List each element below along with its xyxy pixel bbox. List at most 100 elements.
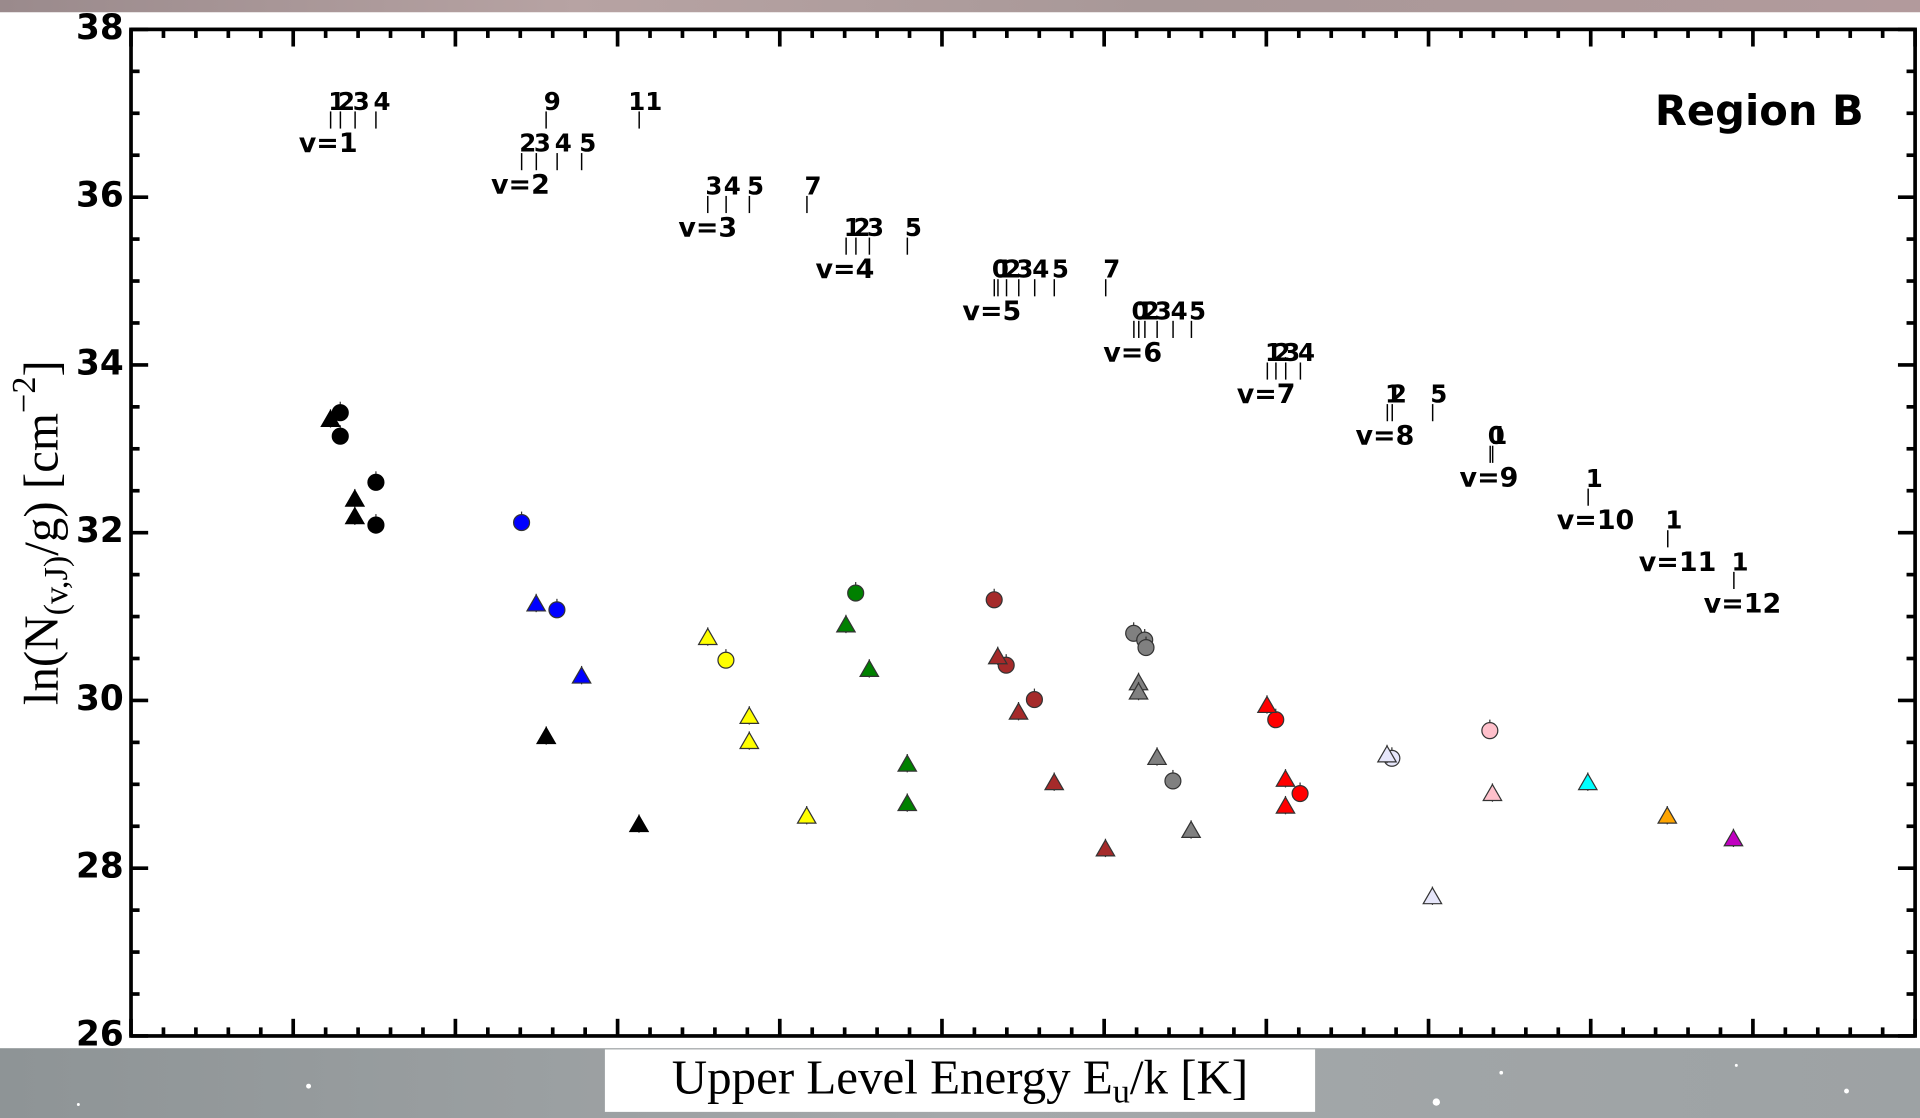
- level-j-label: 3: [1016, 255, 1033, 284]
- point-circle: [331, 427, 349, 445]
- point-triangle: [739, 706, 760, 724]
- point-triangle: [1256, 695, 1278, 714]
- level-label: v=12: [1704, 588, 1782, 619]
- level-label: v=1: [299, 128, 358, 159]
- point-triangle: [796, 806, 817, 824]
- point-triangle: [859, 659, 880, 677]
- level-j-label: 2: [519, 128, 536, 157]
- x-axis-label-rest: /k [K]: [1130, 1050, 1248, 1105]
- level-j-label: 4: [724, 171, 741, 200]
- level-j-label: 1: [1385, 380, 1402, 409]
- level-j-label: 5: [579, 128, 596, 157]
- y-tick-label: 36: [76, 176, 124, 216]
- point-triangle: [628, 814, 650, 833]
- level-j-label: 4: [1032, 255, 1049, 284]
- point-triangle: [1657, 806, 1678, 824]
- level-j-label: 2: [1390, 380, 1407, 409]
- y-tick-label: 34: [76, 343, 124, 383]
- point-triangle: [344, 506, 366, 525]
- point-triangle: [1275, 769, 1296, 787]
- level-j-label: 1: [1136, 296, 1153, 325]
- level-label: v=7: [1237, 379, 1296, 410]
- point-circle: [1025, 691, 1043, 709]
- level-j-label: 1: [1265, 338, 1282, 367]
- x-axis-label-sub: u: [1113, 1073, 1130, 1111]
- point-triangle: [535, 726, 557, 745]
- point-triangle: [987, 646, 1009, 665]
- y-axis-label-rest: /g) [cm: [14, 413, 69, 556]
- level-j-label: 3: [353, 87, 370, 116]
- x-axis-label: Upper Level Energy Eu/k [K]: [672, 1050, 1248, 1111]
- level-j-label: 2: [1274, 338, 1291, 367]
- point-triangle: [1146, 747, 1168, 766]
- level-j-label: 4: [555, 128, 572, 157]
- level-j-label: 1: [328, 87, 345, 116]
- level-j-label: 2: [338, 87, 355, 116]
- point-triangle: [1482, 783, 1503, 802]
- point-circle: [367, 473, 385, 491]
- level-j-label: 3: [705, 171, 722, 200]
- level-j-label: 1: [1586, 464, 1603, 493]
- level-j-label: 5: [1430, 380, 1447, 409]
- point-circle: [548, 601, 566, 619]
- point-circle: [847, 584, 865, 602]
- level-label: v=10: [1557, 505, 1635, 536]
- level-j-label: 1: [1665, 506, 1682, 535]
- level-j-label: 4: [1171, 296, 1188, 325]
- point-triangle: [344, 488, 366, 507]
- level-j-label: 9: [544, 87, 561, 116]
- level-j-label: 2: [1142, 296, 1159, 325]
- point-circle: [985, 591, 1003, 609]
- point-triangle: [739, 731, 760, 750]
- level-j-label: 11: [628, 87, 662, 116]
- level-j-label: 0: [1488, 421, 1505, 450]
- point-triangle: [1422, 886, 1443, 905]
- point-circle: [1137, 639, 1155, 657]
- point-triangle: [1008, 701, 1029, 720]
- point-triangle: [1095, 838, 1116, 857]
- point-triangle: [1043, 772, 1065, 791]
- level-j-label: 7: [805, 171, 822, 200]
- y-tick-label: 32: [76, 511, 124, 551]
- point-circle: [513, 514, 531, 532]
- y-tick-label: 28: [76, 847, 124, 887]
- point-circle: [1481, 722, 1499, 740]
- point-triangle: [1376, 744, 1398, 763]
- y-axis-label-main: ln(N: [14, 615, 69, 705]
- level-j-label: 0: [992, 255, 1009, 284]
- background-top: [0, 0, 1920, 13]
- level-label: v=8: [1355, 421, 1414, 452]
- level-j-label: 1: [1490, 421, 1507, 450]
- level-j-label: 2: [1004, 255, 1021, 284]
- level-label: v=5: [962, 296, 1021, 327]
- y-tick-label: 30: [76, 679, 124, 719]
- point-triangle: [1577, 772, 1599, 791]
- point-circle: [367, 516, 385, 534]
- point-triangle: [897, 754, 918, 772]
- level-j-label: 4: [374, 87, 391, 116]
- level-j-label: 3: [1283, 338, 1300, 367]
- level-j-label: 1: [1731, 547, 1748, 576]
- point-triangle: [571, 665, 592, 684]
- stars: [76, 1063, 1849, 1106]
- level-label: v=9: [1460, 462, 1519, 493]
- level-j-label: 3: [867, 213, 884, 242]
- level-j-label: 5: [747, 171, 764, 200]
- y-axis-label: ln(N(v,J)/g) [cm−2]: [5, 360, 75, 705]
- level-j-label: 1: [844, 213, 861, 242]
- chart-title: Region B: [1655, 86, 1864, 135]
- point-triangle: [1128, 681, 1149, 700]
- point-triangle: [835, 614, 857, 633]
- y-axis-label-sub: (v,J): [37, 556, 75, 616]
- point-circle: [717, 651, 735, 669]
- point-triangle: [1180, 820, 1202, 839]
- level-j-label: 3: [534, 128, 551, 157]
- level-label: v=6: [1103, 337, 1162, 368]
- y-tick-label: 38: [76, 8, 124, 48]
- level-j-label: 3: [1155, 296, 1172, 325]
- point-triangle: [525, 593, 547, 612]
- point-triangle: [697, 627, 719, 646]
- level-j-label: 5: [1189, 296, 1206, 325]
- y-axis-label-end: ]: [14, 360, 69, 376]
